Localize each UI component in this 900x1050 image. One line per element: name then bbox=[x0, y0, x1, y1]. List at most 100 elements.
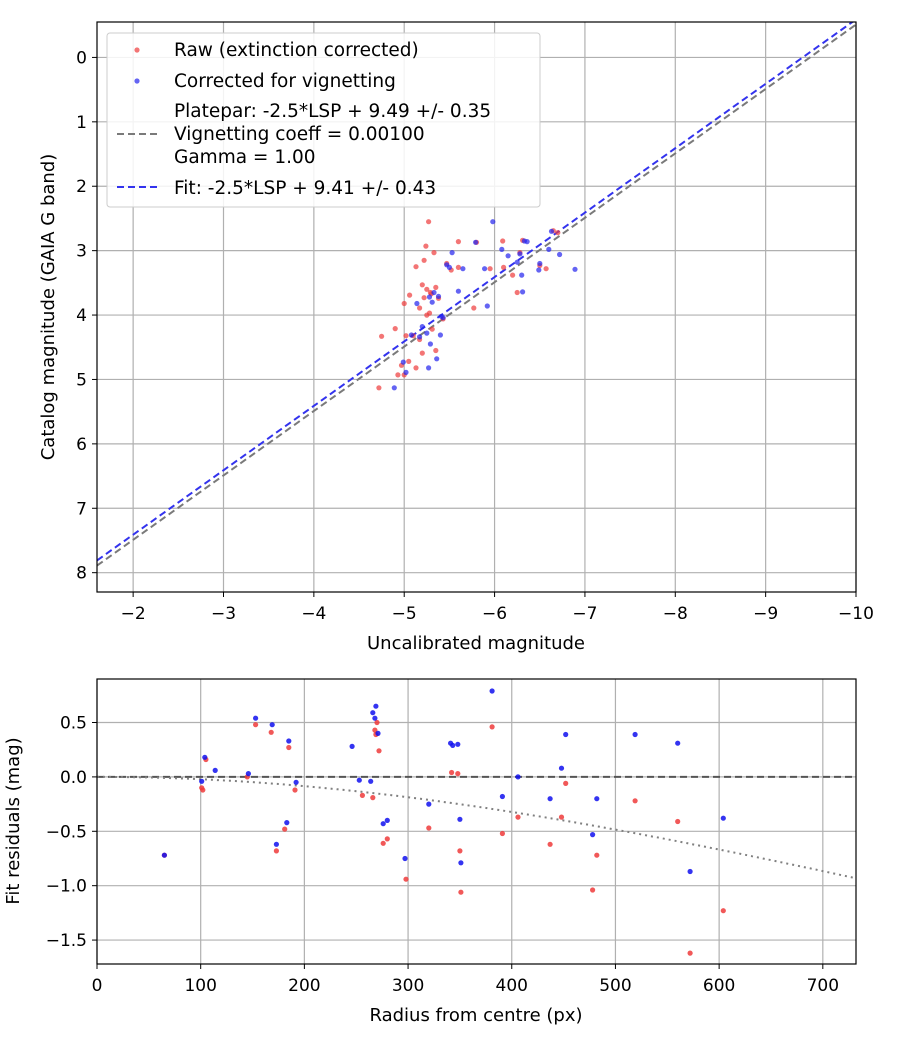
top-ytick-label: 0 bbox=[76, 48, 87, 68]
top-point-corrected bbox=[437, 332, 443, 338]
top-ytick-label: 7 bbox=[76, 499, 87, 519]
bottom-point-raw bbox=[282, 826, 288, 832]
top-fit-lines bbox=[97, 22, 856, 567]
bottom-chart: 0 100 200 300 400 500 600 700 0.5 0.0 −0.5 −1.0 −1.… bbox=[3, 678, 857, 1026]
top-point-corrected bbox=[520, 289, 526, 295]
bottom-ytick-label: 0.5 bbox=[60, 714, 87, 734]
top-xtick-label: −9 bbox=[753, 604, 778, 624]
bottom-point-corrected bbox=[202, 754, 208, 760]
top-point-corrected bbox=[455, 288, 461, 294]
bottom-point-corrected bbox=[286, 738, 292, 744]
top-point-corrected bbox=[449, 250, 455, 256]
top-point-corrected bbox=[473, 239, 479, 245]
bottom-point-raw bbox=[426, 825, 432, 831]
top-point-raw bbox=[501, 264, 507, 270]
legend-platepar-line: Gamma = 1.00 bbox=[174, 147, 316, 168]
bottom-point-raw bbox=[376, 748, 382, 754]
top-point-corrected bbox=[434, 356, 440, 362]
top-point-raw bbox=[471, 305, 477, 311]
bottom-point-corrected bbox=[370, 710, 376, 716]
bottom-point-corrected bbox=[293, 779, 299, 785]
bottom-point-corrected bbox=[558, 765, 565, 771]
top-point-raw bbox=[514, 289, 520, 296]
bottom-xtick-label: 700 bbox=[807, 976, 839, 996]
top-xtick-label: −3 bbox=[211, 604, 236, 624]
top-point-raw bbox=[433, 284, 439, 290]
top-xtick-label: −7 bbox=[572, 604, 597, 624]
top-point-raw bbox=[401, 300, 407, 307]
bottom-point-raw bbox=[374, 719, 380, 726]
bottom-point-corrected bbox=[515, 774, 521, 780]
bottom-point-corrected bbox=[269, 722, 275, 728]
top-line-0 bbox=[97, 23, 856, 567]
bottom-point-raw bbox=[687, 950, 693, 956]
bottom-point-corrected bbox=[380, 821, 386, 827]
bottom-point-raw bbox=[489, 724, 495, 730]
bottom-line-vignetting-curve bbox=[97, 775, 856, 880]
top-point-corrected bbox=[429, 299, 435, 305]
top-xtick-label: −2 bbox=[121, 604, 146, 624]
top-point-raw bbox=[421, 295, 427, 301]
top-point-corrected bbox=[499, 246, 505, 252]
bottom-point-corrected bbox=[632, 731, 638, 738]
top-point-raw bbox=[555, 230, 561, 236]
bottom-point-raw bbox=[253, 722, 259, 728]
bottom-point-corrected bbox=[675, 740, 681, 746]
bottom-point-raw bbox=[558, 814, 565, 820]
top-ytick-label: 2 bbox=[76, 177, 87, 197]
top-xtick-label: −6 bbox=[482, 604, 507, 624]
top-point-corrected bbox=[460, 266, 466, 272]
bottom-point-raw bbox=[273, 848, 279, 854]
legend-platepar-line: Platepar: -2.5*LSP + 9.49 +/- 0.35 bbox=[174, 101, 491, 122]
bottom-ytick-label: 0.0 bbox=[60, 768, 87, 788]
top-point-raw bbox=[392, 326, 398, 332]
top-point-raw bbox=[433, 347, 439, 354]
legend-marker-corrected bbox=[134, 78, 140, 84]
bottom-point-corrected bbox=[245, 771, 251, 777]
bottom-point-raw bbox=[515, 814, 521, 820]
top-point-corrected bbox=[524, 239, 530, 245]
bottom-xtick-label: 200 bbox=[288, 976, 320, 996]
bottom-point-corrected bbox=[368, 778, 374, 784]
top-xtick-label: −5 bbox=[392, 604, 417, 624]
bottom-point-raw bbox=[286, 744, 292, 751]
top-legend: Raw (extinction corrected) Corrected for… bbox=[106, 32, 541, 208]
bottom-xtick-label: 100 bbox=[184, 976, 216, 996]
top-point-corrected bbox=[505, 253, 511, 259]
top-point-corrected bbox=[572, 266, 578, 272]
top-point-corrected bbox=[440, 315, 446, 321]
bottom-xtick-label: 0 bbox=[92, 976, 103, 996]
bottom-plot-frame bbox=[96, 678, 857, 965]
bottom-point-raw bbox=[458, 889, 464, 895]
bottom-ytick-label: −0.5 bbox=[46, 822, 87, 842]
top-point-raw bbox=[407, 292, 413, 298]
top-point-corrected bbox=[391, 385, 397, 391]
top-point-corrected bbox=[490, 219, 496, 225]
top-point-corrected bbox=[417, 334, 423, 340]
top-point-raw bbox=[487, 266, 493, 272]
top-point-corrected bbox=[482, 266, 488, 272]
bottom-point-raw bbox=[455, 771, 461, 777]
bottom-point-raw bbox=[594, 852, 600, 858]
bottom-point-raw bbox=[499, 830, 505, 837]
legend-box bbox=[106, 32, 541, 208]
top-point-raw bbox=[423, 243, 429, 249]
top-point-raw bbox=[455, 264, 461, 270]
top-y-axis-label: Catalog magnitude (GAIA G band) bbox=[38, 154, 59, 461]
top-xtick-label: −8 bbox=[663, 604, 688, 624]
top-point-raw bbox=[406, 358, 412, 364]
top-point-raw bbox=[429, 326, 435, 332]
top-xtick-label: −10 bbox=[838, 604, 874, 624]
legend-platepar-line: Vignetting coeff = 0.00100 bbox=[174, 124, 425, 145]
top-ytick-label: 6 bbox=[76, 435, 87, 455]
top-point-corrected bbox=[548, 228, 555, 234]
top-point-raw bbox=[424, 286, 430, 292]
legend-label-corrected: Corrected for vignetting bbox=[174, 71, 396, 92]
top-x-axis-label: Uncalibrated magnitude bbox=[367, 633, 585, 654]
bottom-point-corrected bbox=[349, 743, 355, 750]
top-plot-frame bbox=[96, 21, 857, 593]
bottom-y-axis-label: Fit residuals (mag) bbox=[3, 737, 24, 904]
top-point-corrected bbox=[484, 303, 490, 309]
bottom-point-corrected bbox=[687, 868, 693, 875]
top-ytick-label: 8 bbox=[76, 564, 87, 584]
